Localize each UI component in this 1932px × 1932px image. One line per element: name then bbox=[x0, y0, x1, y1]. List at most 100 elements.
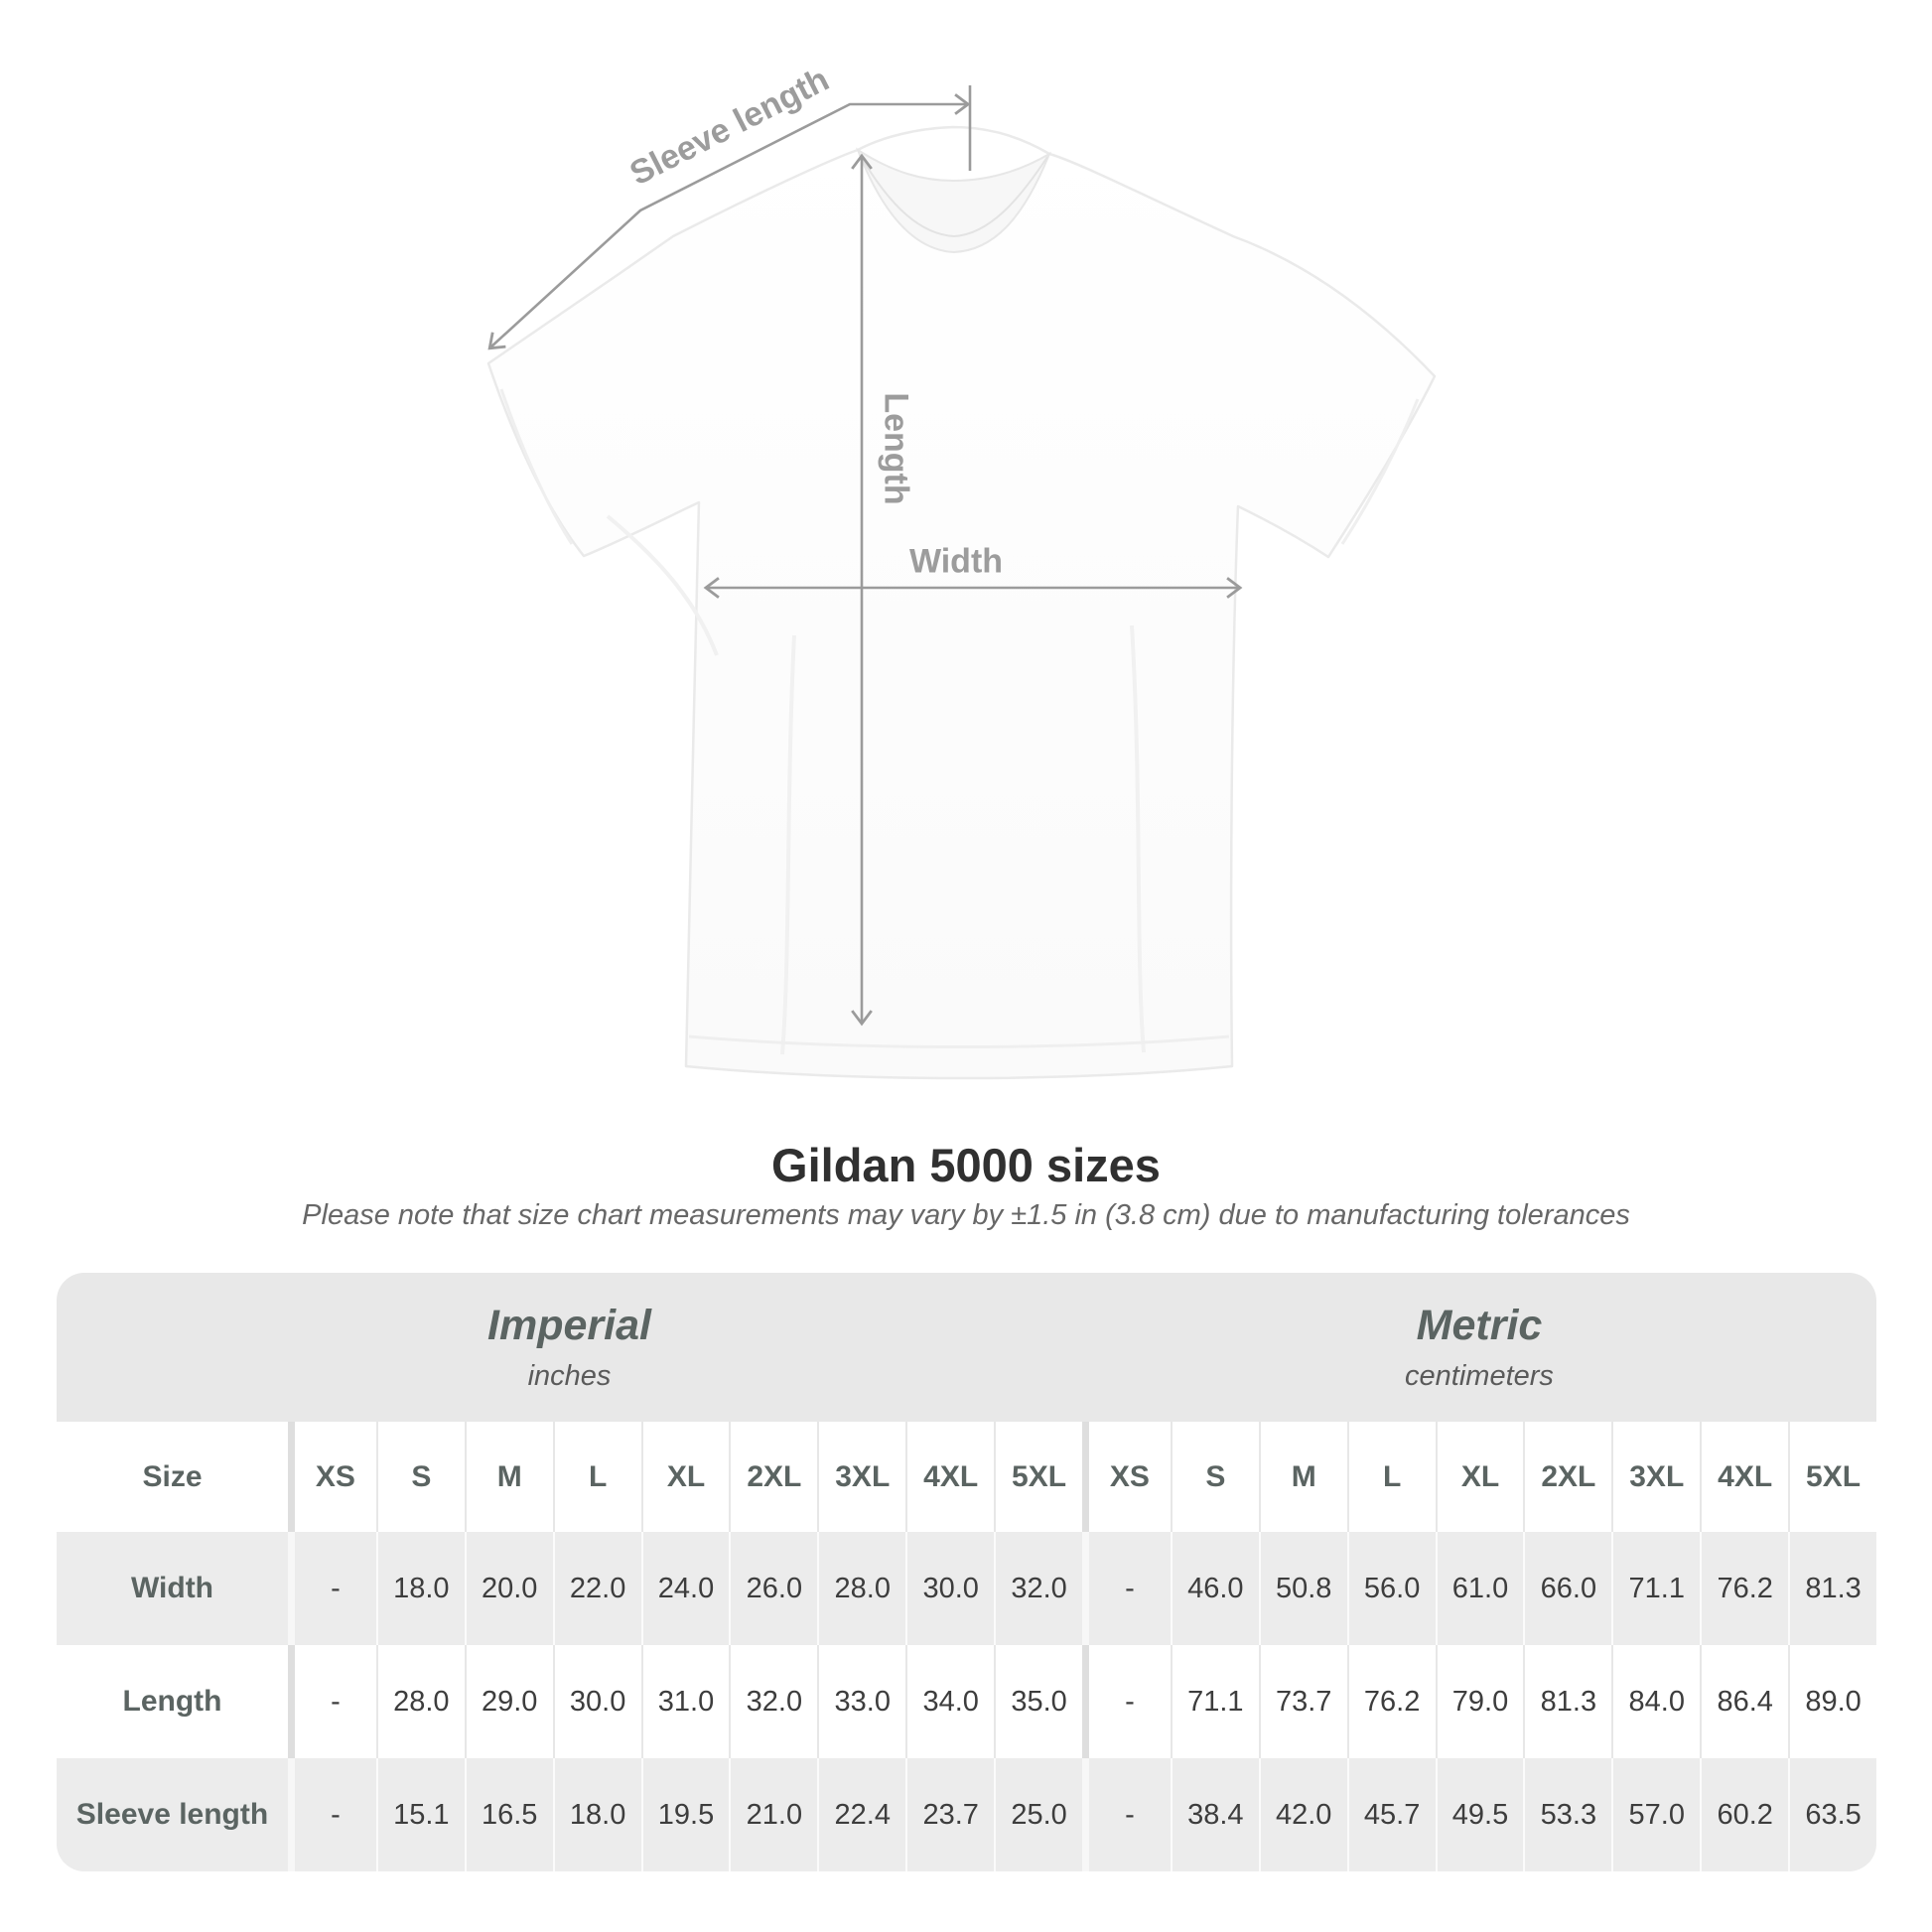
value-imperial: 19.5 bbox=[640, 1758, 730, 1871]
value-imperial: 15.1 bbox=[375, 1758, 465, 1871]
value-imperial: 32.0 bbox=[994, 1532, 1082, 1645]
value-imperial: 34.0 bbox=[905, 1645, 994, 1758]
value-metric: 86.4 bbox=[1700, 1645, 1788, 1758]
tshirt-hem-stitching bbox=[499, 388, 1420, 1048]
value-imperial: 33.0 bbox=[817, 1645, 905, 1758]
value-imperial: 24.0 bbox=[640, 1532, 730, 1645]
value-metric: 63.5 bbox=[1788, 1758, 1876, 1871]
size-col-metric-xl: XL bbox=[1435, 1422, 1524, 1532]
value-metric: - bbox=[1081, 1532, 1171, 1645]
value-imperial: - bbox=[288, 1532, 376, 1645]
value-imperial: 28.0 bbox=[375, 1645, 465, 1758]
value-metric: 49.5 bbox=[1435, 1758, 1524, 1871]
size-col-metric-m: M bbox=[1258, 1422, 1347, 1532]
value-metric: - bbox=[1081, 1645, 1171, 1758]
tshirt-graphic bbox=[486, 85, 1437, 1080]
unit-band: Imperial inches Metric centimeters bbox=[57, 1273, 1876, 1422]
size-col-imperial-xl: XL bbox=[640, 1422, 730, 1532]
value-imperial: 30.0 bbox=[905, 1532, 994, 1645]
row-label: Sleeve length bbox=[75, 1798, 269, 1831]
value-imperial: 31.0 bbox=[640, 1645, 730, 1758]
size-table-rows: Size XS S M L XL 2XL 3XL 4XL 5XL XS S M L XL 2XL 3XL 4XL 5… bbox=[57, 1422, 1876, 1871]
value-metric: - bbox=[1081, 1758, 1171, 1871]
value-imperial: 18.0 bbox=[375, 1532, 465, 1645]
size-col-imperial-4xl: 4XL bbox=[905, 1422, 994, 1532]
value-metric: 57.0 bbox=[1611, 1758, 1700, 1871]
value-metric: 81.3 bbox=[1788, 1532, 1876, 1645]
value-imperial: - bbox=[288, 1758, 376, 1871]
size-col-metric-3xl: 3XL bbox=[1611, 1422, 1700, 1532]
value-metric: 60.2 bbox=[1700, 1758, 1788, 1871]
imperial-label: Imperial bbox=[487, 1302, 651, 1349]
value-metric: 50.8 bbox=[1258, 1532, 1347, 1645]
value-imperial: 22.4 bbox=[817, 1758, 905, 1871]
size-header-label: Size bbox=[142, 1459, 203, 1493]
size-table: Imperial inches Metric centimeters Size X… bbox=[57, 1273, 1876, 1871]
value-metric: 66.0 bbox=[1523, 1532, 1611, 1645]
value-imperial: 18.0 bbox=[552, 1758, 641, 1871]
size-col-metric-l: L bbox=[1346, 1422, 1436, 1532]
value-metric: 71.1 bbox=[1611, 1532, 1700, 1645]
tshirt-silhouette bbox=[486, 125, 1437, 1080]
tolerance-note: Please note that size chart measurements… bbox=[302, 1199, 1630, 1231]
value-metric: 42.0 bbox=[1258, 1758, 1347, 1871]
value-metric: 61.0 bbox=[1435, 1532, 1524, 1645]
value-metric: 89.0 bbox=[1788, 1645, 1876, 1758]
value-metric: 71.1 bbox=[1170, 1645, 1259, 1758]
size-col-imperial-2xl: 2XL bbox=[729, 1422, 817, 1532]
value-metric: 53.3 bbox=[1523, 1758, 1611, 1871]
size-col-imperial-l: L bbox=[552, 1422, 641, 1532]
value-imperial: 26.0 bbox=[729, 1532, 817, 1645]
value-imperial: 20.0 bbox=[464, 1532, 553, 1645]
row-label: Length bbox=[122, 1685, 222, 1718]
size-col-metric-xs: XS bbox=[1081, 1422, 1171, 1532]
value-imperial: 32.0 bbox=[729, 1645, 817, 1758]
value-metric: 81.3 bbox=[1523, 1645, 1611, 1758]
measurement-row-length: Length -28.0 29.0 30.0 31.0 32.0 33.0 34.0 35.0-… bbox=[57, 1645, 1876, 1758]
value-metric: 76.2 bbox=[1700, 1532, 1788, 1645]
size-col-metric-s: S bbox=[1170, 1422, 1259, 1532]
value-metric: 76.2 bbox=[1346, 1645, 1436, 1758]
size-col-imperial-5xl: 5XL bbox=[994, 1422, 1082, 1532]
metric-label: Metric bbox=[1416, 1302, 1543, 1349]
row-label: Width bbox=[130, 1572, 214, 1604]
sleeve-length-measure-line bbox=[487, 93, 971, 350]
size-col-imperial-m: M bbox=[464, 1422, 553, 1532]
imperial-unit-label: inches bbox=[527, 1360, 612, 1392]
value-metric: 56.0 bbox=[1346, 1532, 1436, 1645]
size-col-imperial-s: S bbox=[375, 1422, 465, 1532]
imperial-group-header: Imperial inches bbox=[57, 1273, 1082, 1422]
measurement-row-width: Width -18.0 20.0 22.0 24.0 26.0 28.0 30.0 32.0-4… bbox=[57, 1532, 1876, 1645]
size-col-imperial-xs: XS bbox=[288, 1422, 376, 1532]
value-metric: 45.7 bbox=[1346, 1758, 1436, 1871]
value-metric: 46.0 bbox=[1170, 1532, 1259, 1645]
size-header-row: Size XS S M L XL 2XL 3XL 4XL 5XL XS S M L XL 2XL 3XL 4XL 5… bbox=[57, 1422, 1876, 1532]
metric-unit-label: centimeters bbox=[1405, 1360, 1554, 1392]
tshirt-measurement-diagram: Sleeve length Length Width bbox=[486, 61, 1437, 1080]
metric-group-header: Metric centimeters bbox=[1082, 1273, 1876, 1422]
value-imperial: 22.0 bbox=[552, 1532, 641, 1645]
value-imperial: 28.0 bbox=[817, 1532, 905, 1645]
value-imperial: 23.7 bbox=[905, 1758, 994, 1871]
page-title: Gildan 5000 sizes bbox=[771, 1139, 1161, 1191]
size-col-metric-2xl: 2XL bbox=[1523, 1422, 1611, 1532]
width-label: Width bbox=[908, 542, 1004, 581]
value-metric: 38.4 bbox=[1170, 1758, 1259, 1871]
value-metric: 79.0 bbox=[1435, 1645, 1524, 1758]
value-imperial: 21.0 bbox=[729, 1758, 817, 1871]
value-imperial: 29.0 bbox=[464, 1645, 553, 1758]
size-col-imperial-3xl: 3XL bbox=[817, 1422, 905, 1532]
tshirt-creases bbox=[606, 514, 1146, 1055]
size-col-metric-4xl: 4XL bbox=[1700, 1422, 1788, 1532]
value-imperial: 25.0 bbox=[994, 1758, 1082, 1871]
size-col-metric-5xl: 5XL bbox=[1788, 1422, 1876, 1532]
value-imperial: 30.0 bbox=[552, 1645, 641, 1758]
value-imperial: 35.0 bbox=[994, 1645, 1082, 1758]
length-label: Length bbox=[877, 392, 915, 505]
measurement-row-sleeve-length: Sleeve length -15.1 16.5 18.0 19.5 21.0 22.4 23… bbox=[57, 1758, 1876, 1871]
value-imperial: 16.5 bbox=[464, 1758, 553, 1871]
value-imperial: - bbox=[288, 1645, 376, 1758]
value-metric: 73.7 bbox=[1258, 1645, 1347, 1758]
value-metric: 84.0 bbox=[1611, 1645, 1700, 1758]
